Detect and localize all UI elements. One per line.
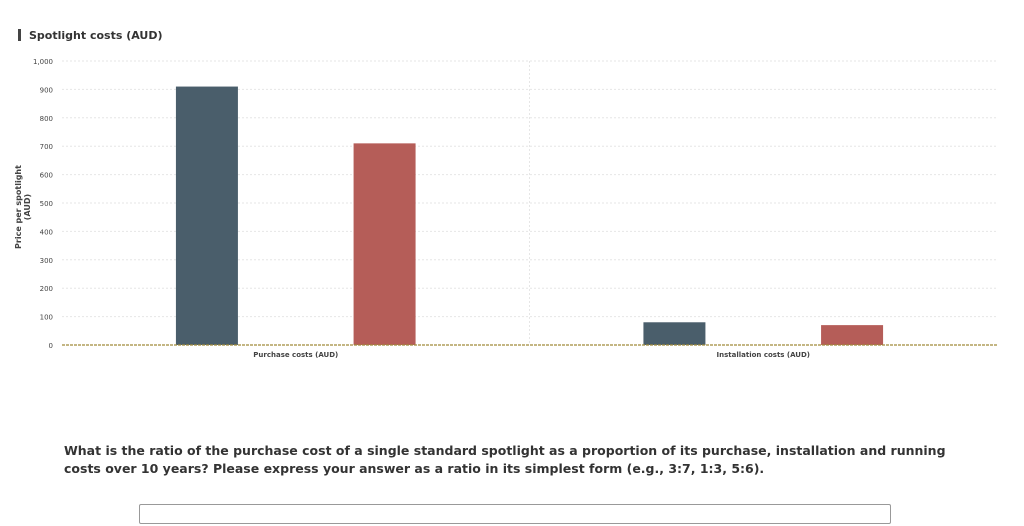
y-tick-label: 600 xyxy=(40,172,53,180)
y-tick-label: 900 xyxy=(40,86,53,94)
answer-input[interactable] xyxy=(139,504,891,524)
title-accent-bar xyxy=(18,29,21,41)
y-tick-label: 0 xyxy=(49,342,53,350)
chart-title: Spotlight costs (AUD) xyxy=(29,28,163,42)
x-tick-label: Purchase costs (AUD) xyxy=(253,351,338,359)
bar xyxy=(821,325,884,345)
y-tick-label: 500 xyxy=(40,200,53,208)
y-tick-label: 200 xyxy=(40,285,53,293)
y-tick-label: 100 xyxy=(40,314,53,322)
bar xyxy=(353,143,416,345)
y-tick-label: 300 xyxy=(40,257,53,265)
bar xyxy=(643,322,706,345)
y-tick-label: 400 xyxy=(40,228,53,236)
y-tick-label: 700 xyxy=(40,143,53,151)
bar-chart: 0 100 200 300 400 500 600 700 800 900 1,000 Purchas… xyxy=(33,58,997,359)
chart-title-wrap: Spotlight costs (AUD) xyxy=(18,28,163,42)
y-tick-label: 800 xyxy=(40,115,53,123)
bar xyxy=(175,86,238,345)
question-text: What is the ratio of the purchase cost o… xyxy=(64,443,946,476)
x-tick-label: Installation costs (AUD) xyxy=(717,351,811,359)
y-tick-label: 1,000 xyxy=(33,58,53,66)
